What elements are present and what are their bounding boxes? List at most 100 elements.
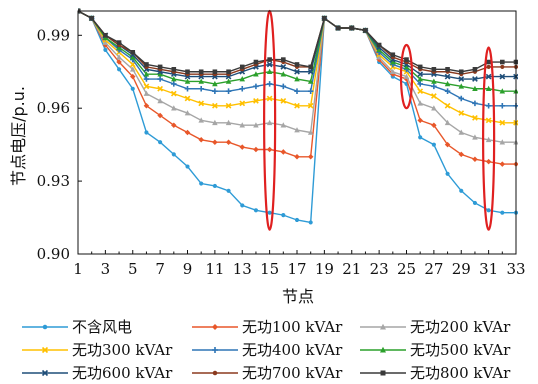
data-point (307, 154, 314, 160)
data-point (239, 122, 246, 128)
data-point (485, 158, 492, 165)
legend-item: 无功700 kVAr (192, 364, 343, 382)
x-tick-label: 31 (479, 260, 498, 278)
y-tick-label: 0.93 (37, 172, 70, 190)
legend-marker (212, 370, 218, 376)
legend-item: 无功800 kVAr (360, 364, 511, 382)
data-point (184, 95, 191, 102)
data-point (500, 64, 505, 69)
x-tick-label: 29 (452, 260, 471, 278)
x-tick-label: 21 (342, 260, 361, 278)
data-point (280, 98, 287, 104)
legend-marker (212, 324, 218, 330)
data-point (225, 88, 232, 94)
data-point (184, 78, 191, 84)
data-point (103, 33, 108, 38)
data-point (116, 44, 122, 50)
data-point (280, 122, 287, 128)
data-point (253, 208, 259, 213)
data-point (431, 83, 437, 90)
data-point (472, 100, 478, 107)
data-point (403, 73, 410, 79)
series-5 (78, 8, 518, 109)
data-point (308, 220, 313, 225)
legend-marker (41, 346, 49, 354)
data-point (444, 88, 451, 94)
data-point (294, 62, 300, 67)
data-point (253, 83, 259, 90)
legend-label: 无功300 kVAr (72, 341, 173, 359)
legend: 不含风电 无功100 kVAr 无功200 kVAr 无功300 kVAr 无功400 … (22, 318, 511, 382)
data-point (144, 130, 149, 135)
data-point (171, 122, 177, 128)
data-point (403, 63, 410, 70)
data-point (116, 59, 122, 65)
data-point (157, 97, 163, 104)
series-6 (78, 8, 518, 94)
data-point (157, 64, 163, 70)
data-point (143, 103, 150, 109)
data-point (253, 71, 259, 77)
data-point (184, 110, 191, 116)
data-point (185, 164, 190, 169)
y-tick-label: 0.96 (37, 99, 70, 117)
x-tick-label: 5 (128, 260, 138, 278)
data-point (363, 28, 368, 33)
x-tick-label: 27 (424, 260, 443, 278)
legend-item: 不含风电 (22, 318, 132, 336)
data-point (294, 217, 300, 223)
legend-label: 不含风电 (72, 318, 132, 336)
data-point (458, 151, 465, 158)
data-point (116, 67, 122, 72)
data-point (171, 67, 177, 72)
data-point (417, 117, 423, 124)
data-point (239, 100, 246, 107)
data-point (267, 57, 272, 62)
data-point (143, 71, 150, 77)
data-point (239, 64, 245, 70)
data-point (102, 42, 109, 48)
legend-item: 无功400 kVAr (192, 341, 343, 359)
data-point (418, 135, 423, 140)
axes: 1 3 5 7 9 11 13 15 17 19 21 23 25 27 29 31 330.900.930.9… (37, 10, 526, 278)
data-point (225, 119, 232, 126)
legend-label: 无功200 kVAr (410, 318, 511, 336)
plot-area (78, 8, 518, 231)
data-point (472, 115, 478, 121)
data-point (158, 140, 163, 145)
data-point (280, 71, 287, 77)
data-point (445, 67, 450, 72)
data-point (376, 54, 382, 60)
data-point (198, 69, 204, 75)
data-point (212, 102, 218, 109)
x-tick-label: 15 (260, 260, 279, 278)
data-point (390, 59, 396, 65)
data-point (445, 171, 450, 176)
x-tick-label: 33 (506, 260, 525, 278)
data-point (266, 95, 273, 102)
data-point (458, 69, 464, 75)
x-tick-label: 19 (315, 260, 334, 278)
data-point (444, 80, 451, 87)
data-point (458, 95, 465, 102)
data-point (307, 102, 314, 109)
data-point (486, 59, 491, 65)
data-point (500, 210, 505, 215)
data-point (417, 71, 424, 78)
data-point (472, 200, 478, 206)
data-point (499, 139, 506, 145)
data-point (499, 73, 506, 80)
data-point (171, 76, 177, 82)
data-point (129, 73, 136, 80)
data-point (444, 141, 451, 148)
data-point (266, 68, 273, 75)
data-point (486, 64, 491, 69)
legend-item: 无功500 kVAr (360, 341, 511, 359)
x-tick-label: 13 (233, 260, 252, 278)
data-point (185, 69, 190, 75)
data-point (281, 57, 286, 62)
highlight-ellipse (399, 43, 414, 110)
data-point (485, 73, 492, 80)
data-point (280, 64, 287, 70)
data-point (472, 134, 478, 140)
